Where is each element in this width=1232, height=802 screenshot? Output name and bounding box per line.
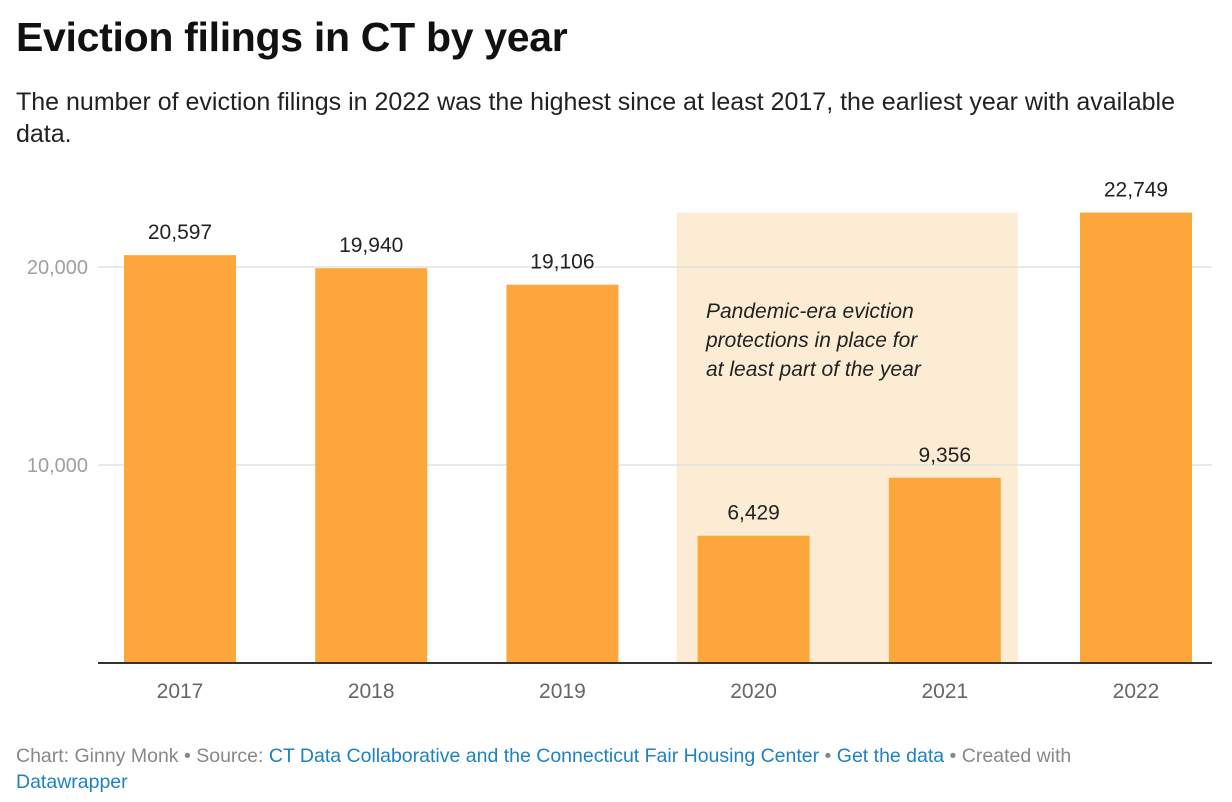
bar-2022 <box>1080 212 1192 663</box>
bar-2018 <box>315 268 428 663</box>
source-link[interactable]: CT Data Collaborative and the Connecticu… <box>268 745 820 767</box>
x-tick-label: 2018 <box>348 680 395 703</box>
bar-2021 <box>888 477 1001 663</box>
data-label: 9,356 <box>919 444 972 467</box>
footer: Chart: Ginny Monk • Source: CT Data Coll… <box>16 745 1072 793</box>
x-tick-label: 2017 <box>157 680 204 703</box>
chart-subtitle: The number of eviction filings in 2022 w… <box>16 88 1175 148</box>
y-tick-label: 10,000 <box>27 455 88 477</box>
bar-2020 <box>697 535 810 663</box>
y-tick-label: 20,000 <box>27 257 88 279</box>
x-tick-label: 2020 <box>730 680 777 703</box>
x-tick-label: 2022 <box>1113 680 1160 703</box>
chart-title: Eviction filings in CT by year <box>16 14 568 60</box>
bar-2017 <box>124 255 236 664</box>
data-label: 19,106 <box>530 251 594 274</box>
data-label: 19,940 <box>339 234 403 257</box>
annotation-text: at least part of the year <box>706 358 922 381</box>
annotation-text: protections in place for <box>705 329 918 352</box>
get-data-link[interactable]: Get the data <box>836 745 945 767</box>
data-label: 22,749 <box>1104 179 1168 202</box>
created-with-label: Created with <box>961 745 1072 767</box>
datawrapper-link[interactable]: Datawrapper <box>16 771 128 793</box>
chart-credit: Chart: Ginny Monk <box>16 745 179 767</box>
x-tick-label: 2019 <box>539 680 586 703</box>
bar-2019 <box>506 284 619 663</box>
annotation-text: Pandemic-era eviction <box>706 300 914 323</box>
x-tick-label: 2021 <box>921 680 968 703</box>
bar-chart: 10,000 20,000 Pandemic-era eviction protect… <box>27 179 1212 703</box>
data-label: 6,429 <box>727 502 780 525</box>
data-label: 20,597 <box>148 221 212 244</box>
source-label: Source: <box>196 745 264 767</box>
